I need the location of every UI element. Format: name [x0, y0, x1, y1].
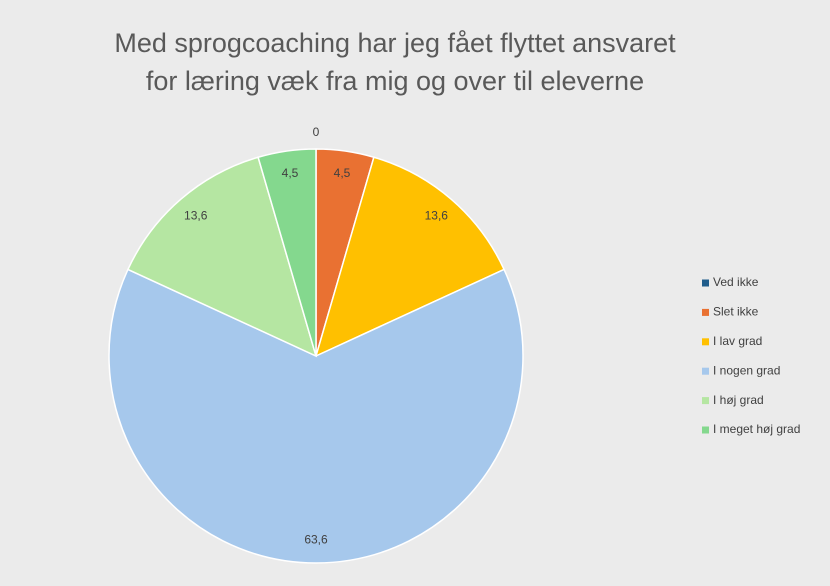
data-label: 13,6: [184, 209, 208, 223]
chart-title: Med sprogcoaching har jeg fået flyttet a…: [114, 28, 676, 58]
pie-slice: [257, 148, 317, 357]
data-label: 0: [313, 125, 320, 139]
legend-label: I nogen grad: [713, 363, 780, 377]
data-label: 13,6: [425, 209, 449, 223]
pie-slice: [108, 268, 524, 564]
legend-label: Ved ikke: [713, 275, 759, 289]
legend-label: I lav grad: [713, 334, 762, 348]
pie-slice: [126, 156, 318, 358]
chart-title: for læring væk fra mig og over til eleve…: [146, 66, 644, 96]
legend-swatch: [702, 338, 709, 346]
data-label: 63,6: [304, 532, 328, 546]
legend-label: I høj grad: [713, 393, 764, 407]
legend-swatch: [702, 308, 709, 316]
legend-swatch: [702, 367, 709, 375]
legend-label: I meget høj grad: [713, 422, 800, 436]
legend-swatch: [702, 279, 709, 287]
legend-swatch: [702, 426, 709, 434]
pie-slice: [314, 156, 506, 358]
legend-label: Slet ikke: [713, 305, 759, 319]
data-label: 4,5: [334, 166, 351, 180]
legend-swatch: [702, 397, 709, 405]
data-label: 4,5: [282, 166, 299, 180]
